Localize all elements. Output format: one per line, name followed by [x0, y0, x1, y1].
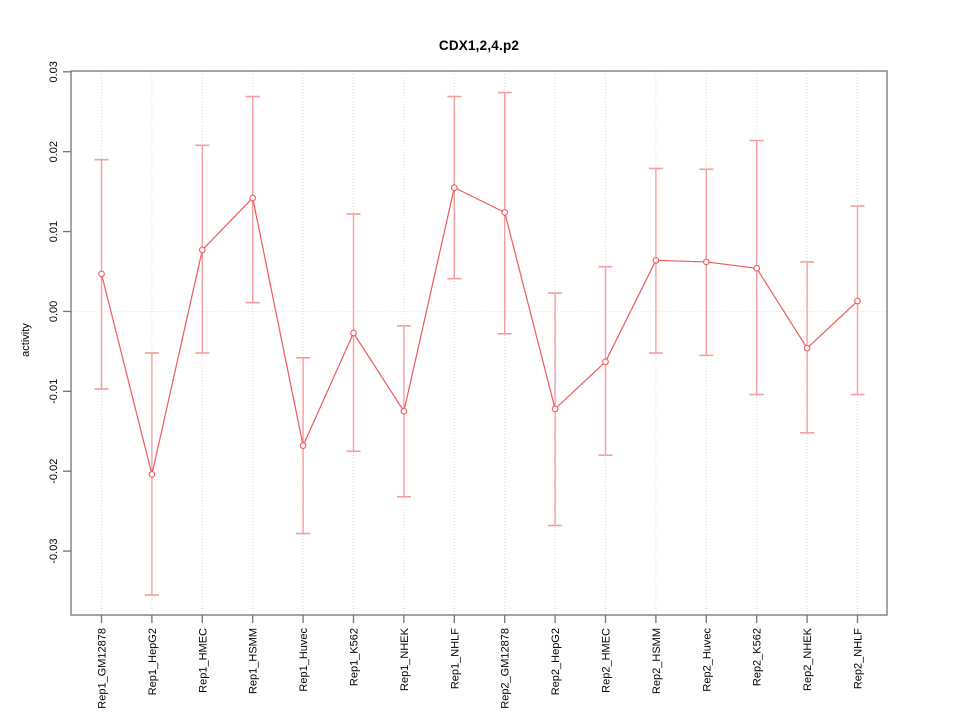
x-tick-label: Rep2_GM12878 [500, 628, 512, 709]
chart-title: CDX1,2,4.p2 [438, 38, 520, 53]
y-tick-label: -0.01 [48, 379, 60, 404]
data-point [702, 258, 710, 266]
data-point [148, 471, 156, 478]
data-point [652, 256, 660, 264]
data-point [803, 344, 811, 352]
data-point [98, 270, 105, 278]
y-tick-label: -0.02 [48, 459, 60, 484]
data-point [198, 246, 206, 254]
data-point [400, 407, 408, 415]
data-point [450, 184, 458, 191]
x-tick-label: Rep2_NHLF [853, 628, 865, 689]
data-point [602, 358, 609, 366]
data-point [299, 442, 307, 449]
x-tick-label: Rep1_Huvec [298, 628, 310, 692]
x-tick-label: Rep2_K562 [752, 628, 764, 686]
y-tick-label: -0.03 [48, 539, 60, 564]
series-line [100, 186, 858, 475]
data-point [501, 209, 509, 216]
data-point [753, 264, 761, 272]
x-tick-label: Rep2_HMEC [601, 628, 613, 693]
x-tick-label: Rep2_Huvec [701, 628, 713, 692]
x-tick-label: Rep2_NHEK [802, 627, 814, 691]
data-point [854, 297, 861, 305]
x-tick-label: Rep2_HSMM [651, 628, 663, 694]
x-tick-label: Rep1_HSMM [248, 628, 260, 694]
x-tick-label: Rep1_NHEK [399, 627, 411, 691]
x-tick-label: Rep1_HMEC [197, 628, 209, 693]
plot-border [70, 70, 888, 616]
y-tick-label: 0.02 [48, 141, 60, 162]
x-tick-label: Rep1_GM12878 [97, 628, 109, 709]
data-point [551, 405, 559, 413]
data-point [350, 329, 357, 337]
data-point [249, 194, 257, 202]
y-tick-label: 0.00 [48, 301, 60, 322]
y-tick-label: 0.01 [48, 221, 60, 242]
x-tick-label: Rep1_NHLF [449, 628, 461, 689]
y-tick-label: 0.03 [48, 61, 60, 82]
x-tick-label: Rep1_HepG2 [147, 628, 159, 695]
x-tick-label: Rep1_K562 [349, 628, 361, 686]
x-tick-label: Rep2_HepG2 [550, 628, 562, 695]
